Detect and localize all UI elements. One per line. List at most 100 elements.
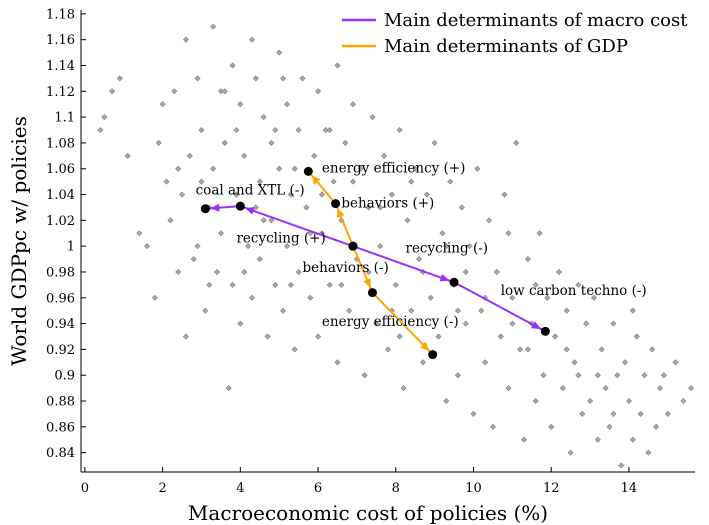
- scatter-point: [587, 397, 594, 405]
- scatter-point: [489, 423, 496, 430]
- scatter-point: [229, 62, 236, 69]
- scatter-point: [431, 139, 438, 146]
- y-tick-label: 0.84: [46, 446, 75, 461]
- x-tick-label: 2: [158, 481, 166, 496]
- scatter-point: [190, 256, 197, 263]
- scatter-point: [672, 359, 679, 366]
- scatter-point: [346, 307, 353, 314]
- scatter-point: [213, 268, 221, 275]
- y-tick-label: 0.94: [46, 317, 75, 332]
- scatter-point: [377, 204, 384, 211]
- scatter-point: [555, 268, 563, 275]
- scatter-point: [365, 204, 372, 211]
- scatter-point: [202, 307, 209, 314]
- y-tick-label: 0.86: [46, 420, 75, 435]
- y-tick-label: 1.18: [46, 7, 75, 22]
- gdp-path-arrowhead: [420, 341, 430, 351]
- scatter-point: [241, 268, 248, 275]
- scatter-point: [474, 165, 481, 172]
- scatter-point: [645, 449, 652, 456]
- scatter-point: [280, 307, 287, 314]
- legend-label-gdp: Main determinants of GDP: [384, 36, 628, 57]
- y-tick-label: 0.98: [46, 265, 75, 280]
- annotation-label: recycling (+): [236, 230, 325, 246]
- scatter-point: [657, 385, 664, 392]
- scatter-point: [602, 385, 609, 392]
- x-tick-label: 14: [621, 481, 638, 496]
- scatter-point: [136, 230, 143, 237]
- scatter-point: [330, 178, 337, 185]
- scatter-point: [618, 462, 625, 469]
- scatter-point: [361, 372, 368, 379]
- scatter-point: [625, 397, 632, 405]
- scatter-point: [276, 49, 283, 56]
- scatter-point: [598, 346, 605, 353]
- scatter-point: [423, 191, 430, 198]
- scatter-point: [454, 372, 461, 379]
- scatter-point: [653, 423, 660, 430]
- scatter-point: [416, 256, 423, 263]
- scatter-point: [217, 230, 224, 237]
- scatter-point: [680, 397, 687, 405]
- scatter-point: [594, 372, 601, 379]
- scatter-point: [400, 385, 407, 392]
- y-tick-label: 1.02: [46, 214, 75, 229]
- scatter-point: [377, 243, 384, 250]
- annotation-label: energy efficiency (+): [322, 161, 465, 177]
- scatter-point: [509, 294, 516, 301]
- annotation-label: behaviors (+): [341, 195, 434, 211]
- scatter-point: [594, 436, 601, 443]
- scatter-point: [447, 178, 454, 185]
- scatter-point: [303, 204, 310, 211]
- scatter-point: [256, 256, 263, 263]
- gdp-path-node: [348, 241, 358, 251]
- scatter-point: [233, 126, 240, 134]
- annotation-label: coal and XTL (-): [196, 183, 305, 199]
- scatter-point: [280, 75, 287, 82]
- scatter-point: [194, 75, 201, 82]
- scatter-point: [326, 281, 333, 288]
- scatter-point: [649, 346, 656, 353]
- scatter-point: [334, 359, 341, 366]
- scatter-point: [182, 36, 189, 43]
- gdp-path-node: [428, 350, 438, 360]
- y-tick-label: 0.92: [46, 343, 75, 358]
- gdp-path-arrowhead: [311, 175, 321, 185]
- scatter-point: [633, 333, 640, 340]
- scatter-point: [482, 359, 489, 366]
- scatter-point: [350, 178, 357, 185]
- scatter-point: [373, 320, 380, 327]
- y-tick-label: 0.9: [54, 369, 75, 384]
- scatter-point: [295, 268, 302, 275]
- scatter-point: [396, 333, 403, 340]
- scatter-point: [124, 152, 131, 159]
- macro-cost-path-node: [540, 326, 550, 336]
- scatter-point: [311, 152, 318, 159]
- scatter-point: [544, 294, 551, 301]
- scatter-point: [194, 243, 201, 250]
- scatter-point: [334, 62, 341, 69]
- scatter-point: [210, 165, 217, 172]
- y-tick-label: 1: [67, 240, 75, 255]
- scatter-point: [283, 243, 290, 250]
- scatter-point: [283, 101, 290, 108]
- y-tick-label: 0.88: [46, 395, 75, 410]
- annotation-label: low carbon techno (-): [501, 283, 647, 299]
- scatter-point: [291, 165, 298, 172]
- scatter-point: [571, 359, 578, 366]
- y-tick-label: 0.96: [46, 291, 75, 306]
- scatter-point: [287, 281, 294, 288]
- scatter-point: [427, 294, 434, 301]
- scatter-point: [629, 307, 636, 314]
- scatter-point: [167, 217, 174, 224]
- scatter-point: [109, 88, 116, 95]
- scatter-point: [660, 372, 667, 379]
- scatter-point: [478, 307, 485, 314]
- macro-cost-path-arrowhead: [439, 273, 450, 282]
- scatter-point: [493, 268, 500, 275]
- x-axis-title: Macroeconomic cost of policies (%): [188, 501, 548, 525]
- scatter-point: [509, 320, 516, 327]
- scatter-point: [241, 152, 248, 159]
- scatter-point: [225, 385, 232, 392]
- scatter-point: [233, 191, 240, 198]
